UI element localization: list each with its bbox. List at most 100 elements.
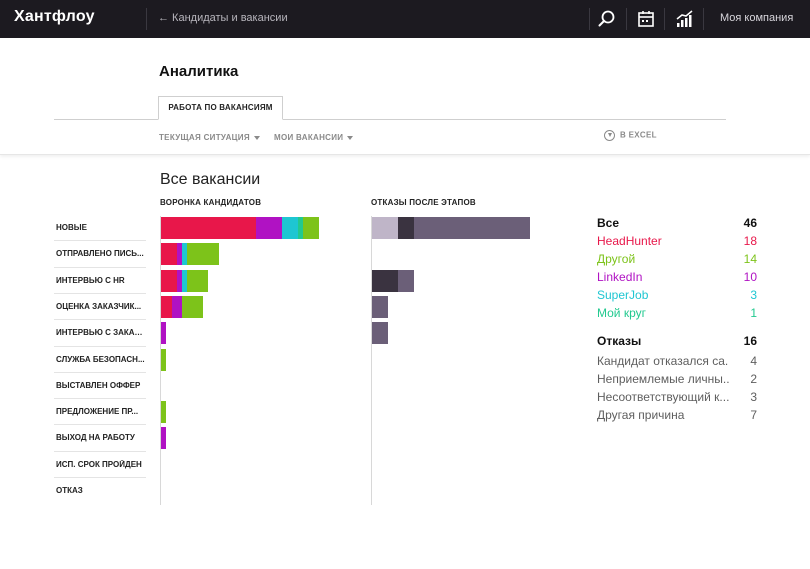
vacancies-filter-dropdown[interactable]: МОИ ВАКАНСИИ — [274, 133, 354, 142]
top-navigation-bar: Хантфлоу ← Кандидаты и вакансии Моя комп… — [0, 0, 810, 38]
funnel-bar-segment[interactable] — [161, 243, 177, 266]
rejections-total-row: Отказы 16 — [597, 334, 757, 352]
analytics-icon[interactable] — [674, 8, 696, 30]
stage-separator — [54, 450, 146, 452]
reason-row[interactable]: Кандидат отказался са... 4 — [597, 354, 757, 372]
rejection-bar-segment[interactable] — [414, 217, 530, 239]
reason-count: 2 — [750, 372, 757, 386]
funnel-bar-segment[interactable] — [297, 217, 303, 239]
stage-label: НОВЫЕ — [56, 223, 87, 232]
chart-axis — [371, 216, 372, 506]
reason-name: Неприемлемые личны... — [597, 372, 729, 386]
search-icon[interactable] — [596, 8, 618, 30]
rejection-bar-segment[interactable] — [372, 217, 399, 239]
stage-separator — [54, 319, 146, 321]
stage-label: ИНТЕРВЬЮ С ЗАКАЗ... — [56, 328, 146, 338]
source-row[interactable]: LinkedIn 10 — [597, 270, 757, 288]
stage-label: ВЫСТАВЛЕН ОФФЕР — [56, 380, 141, 390]
stage-separator — [54, 292, 146, 294]
funnel-bar-segment[interactable] — [161, 217, 256, 239]
funnel-bar-segment[interactable] — [161, 322, 167, 345]
source-count: 3 — [750, 288, 757, 302]
source-count: 10 — [743, 270, 757, 284]
funnel-bar-segment[interactable] — [171, 295, 182, 318]
situation-filter-label: ТЕКУЩАЯ СИТУАЦИЯ — [159, 133, 250, 142]
reason-row[interactable]: Неприемлемые личны... 2 — [597, 372, 757, 390]
funnel-bar-segment[interactable] — [187, 243, 219, 266]
stage-separator — [54, 266, 146, 268]
funnel-bar-segment[interactable] — [281, 217, 298, 239]
report-title: Все вакансии — [160, 171, 261, 188]
rejection-bar-segment[interactable] — [372, 269, 399, 292]
funnel-bar-segment[interactable] — [161, 348, 167, 371]
rejection-bar-segment[interactable] — [398, 269, 414, 292]
source-count: 14 — [743, 252, 757, 266]
funnel-bar-segment[interactable] — [302, 217, 319, 239]
funnel-bar-segment[interactable] — [182, 295, 203, 318]
funnel-bar-segment[interactable] — [182, 243, 188, 266]
rejection-bar-segment[interactable] — [372, 295, 388, 318]
funnel-bar-segment[interactable] — [161, 295, 172, 318]
chart-axis — [160, 216, 161, 506]
situation-filter-dropdown[interactable]: ТЕКУЩАЯ СИТУАЦИЯ — [159, 133, 260, 142]
funnel-bar-segment[interactable] — [187, 269, 209, 292]
source-row[interactable]: SuperJob 3 — [597, 288, 757, 306]
stage-separator — [54, 424, 146, 426]
source-name: SuperJob — [597, 288, 649, 302]
page-header: Аналитика РАБОТА ПО ВАКАНСИЯМ ТЕКУЩАЯ СИ… — [0, 38, 810, 155]
stage-label: ОТПРАВЛЕНО ПИСЬ... — [56, 249, 144, 259]
tab-vacancy-work[interactable]: РАБОТА ПО ВАКАНСИЯМ — [158, 96, 283, 120]
reason-count: 4 — [750, 354, 757, 368]
rejections-total-value: 16 — [743, 334, 757, 348]
funnel-bar-segment[interactable] — [176, 269, 182, 292]
stage-label: ПРЕДЛОЖЕНИЕ ПР... — [56, 407, 139, 417]
calendar-icon[interactable] — [635, 8, 657, 30]
rejections-total-label: Отказы — [597, 334, 642, 348]
funnel-bar-segment[interactable] — [255, 217, 282, 239]
reason-count: 3 — [750, 390, 757, 404]
funnel-bar-segment[interactable] — [161, 401, 167, 424]
stage-label: СЛУЖБА БЕЗОПАСН... — [56, 354, 145, 364]
funnel-header: ВОРОНКА КАНДИДАТОВ — [160, 198, 262, 207]
reason-count: 7 — [750, 408, 757, 422]
source-count: 18 — [743, 234, 757, 248]
divider — [589, 8, 590, 30]
source-name: Мой круг — [597, 306, 647, 320]
divider — [703, 8, 704, 30]
sources-total-value: 46 — [743, 216, 757, 230]
stage-label: ОЦЕНКА ЗАКАЗЧИК... — [56, 301, 142, 311]
chevron-down-icon — [347, 135, 354, 140]
divider — [664, 8, 665, 30]
rejection-bar-segment[interactable] — [398, 217, 414, 239]
sources-total-label: Все — [597, 216, 620, 230]
stage-separator — [54, 477, 146, 478]
company-menu[interactable]: Моя компания — [720, 12, 794, 24]
funnel-bar-segment[interactable] — [161, 269, 177, 292]
funnel-bar-segment[interactable] — [161, 427, 167, 450]
funnel-bar-segment[interactable] — [182, 269, 188, 292]
stage-label: ОТКАЗ — [56, 486, 83, 495]
source-name: HeadHunter — [597, 234, 662, 248]
source-row[interactable]: Другой 14 — [597, 252, 757, 270]
stage-separator — [54, 240, 146, 242]
source-count: 1 — [750, 306, 757, 320]
page-title: Аналитика — [159, 63, 239, 80]
rejection-bar-segment[interactable] — [372, 322, 388, 345]
stage-separator — [54, 371, 146, 373]
source-row[interactable]: Мой круг 1 — [597, 306, 757, 324]
stage-label: ИСП. СРОК ПРОЙДЕН — [56, 459, 142, 469]
funnel-bar-segment[interactable] — [176, 243, 182, 266]
source-name: Другой — [597, 252, 636, 266]
export-excel-button[interactable]: В EXCEL — [604, 130, 657, 141]
stage-separator — [54, 345, 146, 347]
rejections-header: ОТКАЗЫ ПОСЛЕ ЭТАПОВ — [371, 198, 476, 207]
divider — [146, 8, 147, 30]
source-name: LinkedIn — [597, 270, 643, 284]
reason-row[interactable]: Другая причина 7 — [597, 408, 757, 426]
reason-row[interactable]: Несоответствующий к... 3 — [597, 390, 757, 408]
app-logo[interactable]: Хантфлоу — [14, 8, 95, 25]
back-to-candidates-link[interactable]: ← Кандидаты и вакансии — [158, 12, 288, 24]
export-excel-label: В EXCEL — [620, 130, 657, 140]
source-row[interactable]: HeadHunter 18 — [597, 234, 757, 252]
tab-underline — [54, 119, 726, 120]
